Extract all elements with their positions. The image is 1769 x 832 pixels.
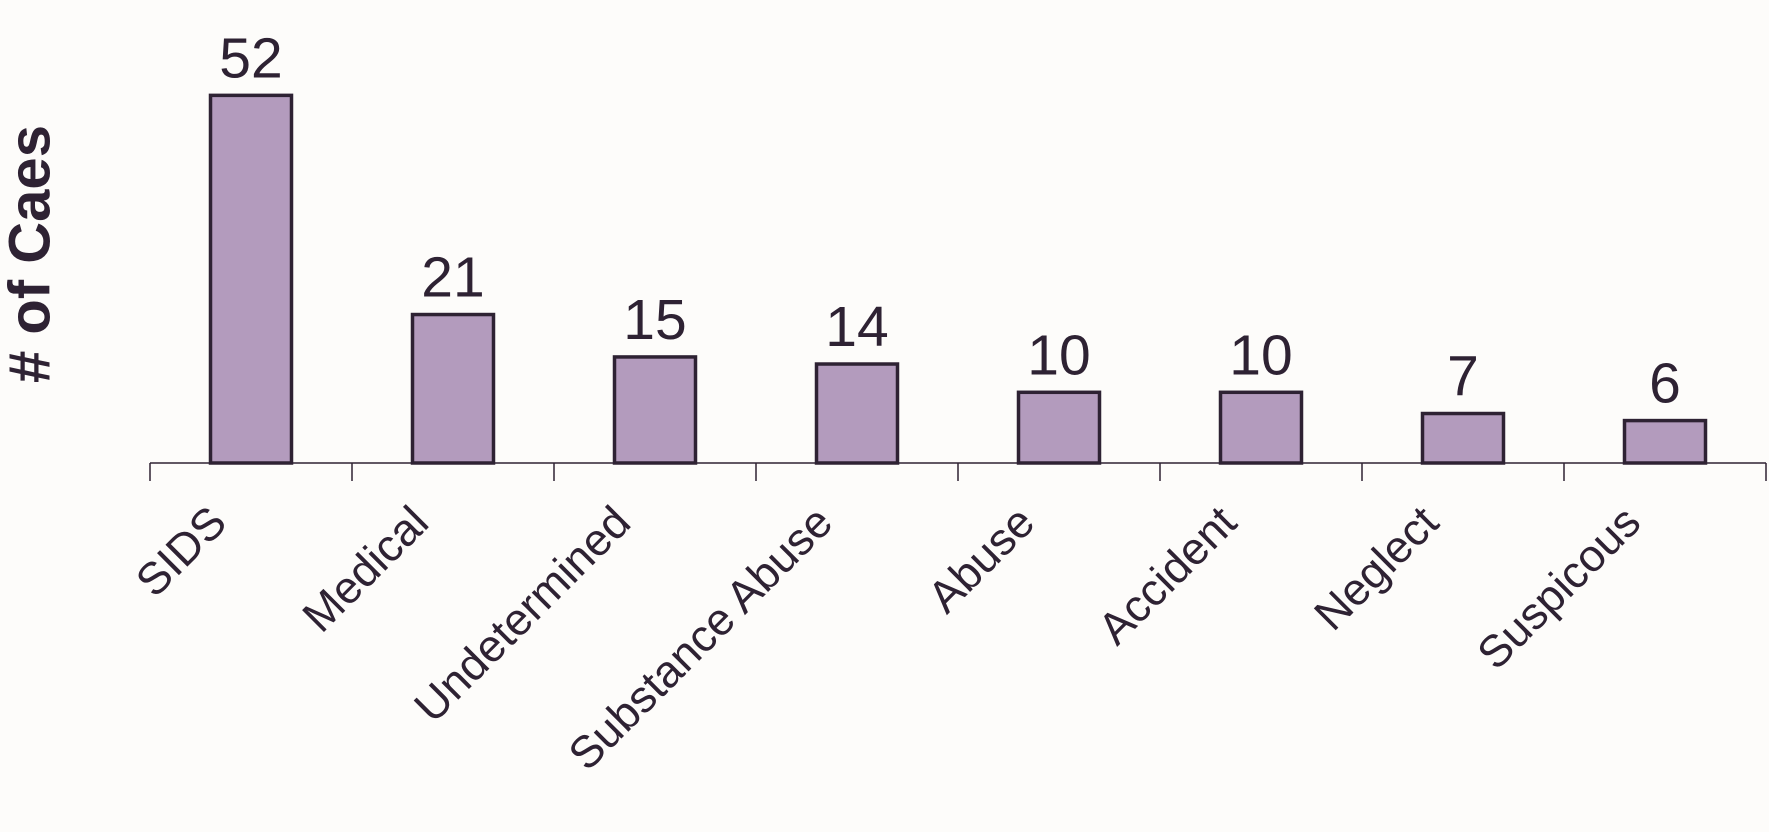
bar [612, 355, 698, 465]
y-axis-label: # of Caes [0, 125, 62, 383]
bar [1622, 418, 1708, 465]
bar [208, 93, 294, 465]
bar [1218, 390, 1304, 465]
value-label: 21 [421, 246, 484, 310]
value-label: 52 [219, 26, 282, 90]
value-label: 6 [1649, 352, 1681, 416]
bar [1016, 390, 1102, 465]
bar [410, 312, 496, 465]
bar [1420, 411, 1506, 465]
value-label: 10 [1229, 323, 1292, 387]
value-label: 10 [1027, 323, 1090, 387]
value-label: 15 [623, 288, 686, 352]
bar [814, 362, 900, 465]
value-label: 14 [825, 295, 888, 359]
value-label: 7 [1447, 345, 1479, 409]
